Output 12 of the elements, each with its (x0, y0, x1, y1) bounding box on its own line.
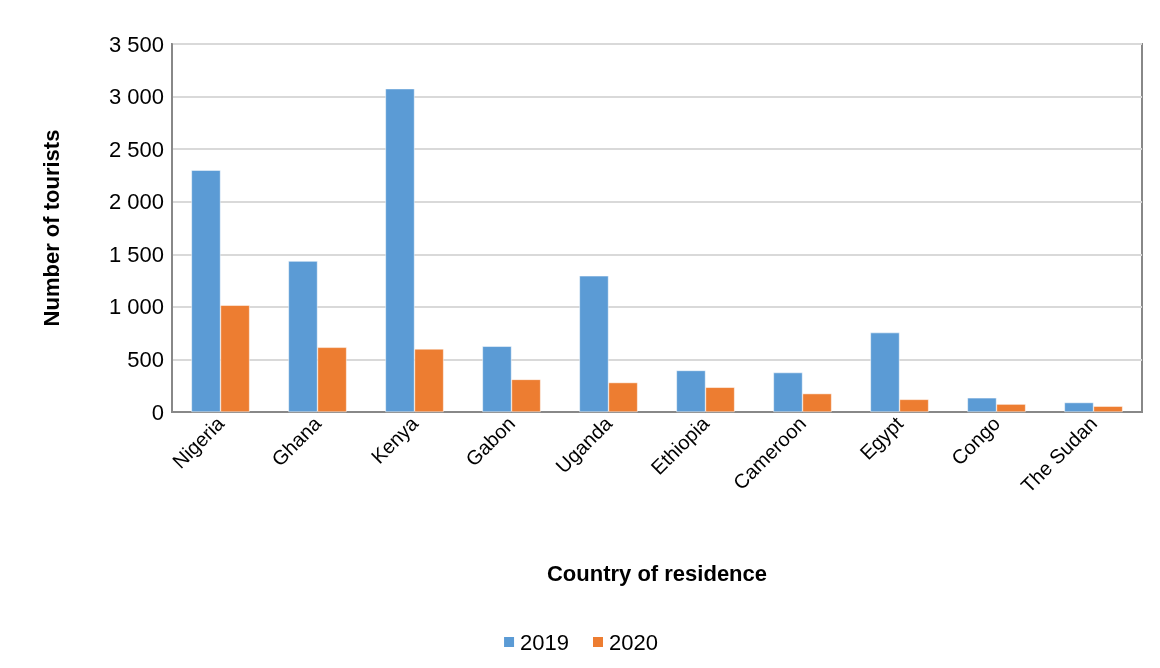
y-tick-label: 3 500 (108, 31, 164, 57)
legend-label: 2019 (520, 629, 570, 655)
y-tick-label: 1 500 (108, 241, 164, 267)
y-tick-label: 3 000 (108, 84, 164, 110)
x-axis-title: Country of residence (546, 560, 768, 586)
legend-label: 2020 (609, 629, 658, 655)
y-tick-label: 500 (127, 346, 164, 372)
y-tick-label: 0 (151, 399, 164, 425)
y-axis-title: Number of tourists (38, 129, 64, 327)
y-tick-label: 2 000 (108, 189, 164, 215)
y-tick-label: 2 500 (108, 136, 164, 162)
y-tick-label: 1 000 (108, 294, 164, 320)
